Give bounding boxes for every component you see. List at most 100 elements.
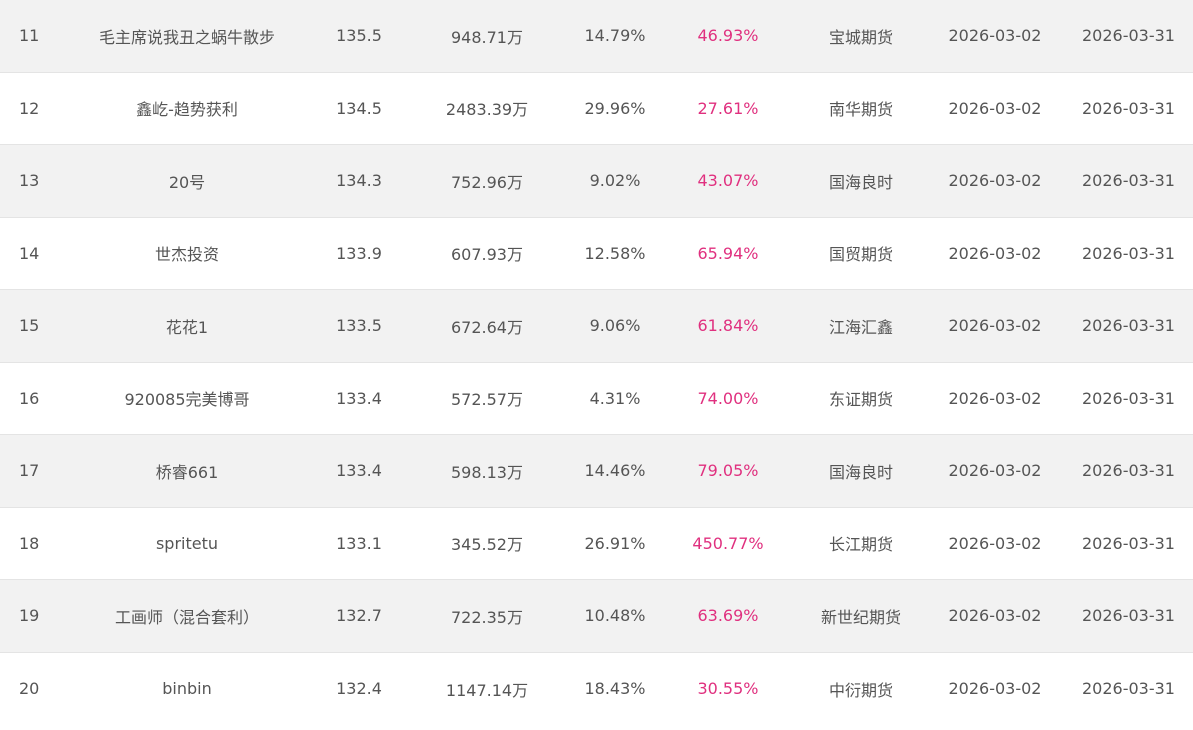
drawdown-cell: 10.48% [584,606,646,626]
score-cell: 132.7 [336,606,382,626]
start-date-cell: 2026-03-02 [948,98,1042,118]
end-date-cell: 2026-03-31 [1082,461,1175,481]
end-date-cell: 2026-03-31 [1082,171,1175,191]
return-cell: 46.93% [697,26,759,46]
rank-cell: 13 [19,171,40,191]
end-date-cell: 2026-03-31 [1082,606,1175,626]
rank-cell: 12 [19,98,40,118]
return-cell: 43.07% [697,171,759,191]
score-cell: 133.9 [336,243,382,263]
account-name-cell[interactable]: 毛主席说我丑之蜗牛散步 [98,27,275,47]
start-date-cell: 2026-03-02 [948,606,1042,626]
return-cell: 450.77% [692,533,764,553]
equity-cell: 752.96万 [451,172,523,192]
drawdown-cell: 4.31% [589,388,641,408]
broker-cell: 东证期货 [828,390,893,410]
start-date-cell: 2026-03-02 [948,316,1042,336]
drawdown-cell: 26.91% [584,533,646,553]
equity-cell: 607.93万 [451,245,523,265]
drawdown-cell: 14.46% [584,461,646,481]
start-date-cell: 2026-03-02 [948,533,1042,553]
score-cell: 133.4 [336,388,382,408]
table-row[interactable]: 18 spritetu 133.1 345.52万 26.91% 450.77%… [0,507,1193,580]
account-name-cell[interactable]: 桥睿661 [155,462,219,482]
table-row[interactable]: 14 世杰投资 133.9 607.93万 12.58% 65.94% 国贸期货… [0,217,1193,290]
rank-cell: 20 [19,679,40,699]
score-cell: 133.4 [336,461,382,481]
rank-cell: 14 [19,243,40,263]
end-date-cell: 2026-03-31 [1082,533,1175,553]
score-cell: 133.1 [336,533,382,553]
rank-cell: 17 [19,461,40,481]
return-cell: 30.55% [697,679,759,699]
table-row[interactable]: 15 花花1 133.5 672.64万 9.06% 61.84% 江海汇鑫 2… [0,290,1193,363]
table-row[interactable]: 16 920085完美博哥 133.4 572.57万 4.31% 74.00%… [0,362,1193,435]
end-date-cell: 2026-03-31 [1082,388,1175,408]
start-date-cell: 2026-03-02 [948,171,1042,191]
start-date-cell: 2026-03-02 [948,461,1042,481]
equity-cell: 598.13万 [451,462,523,482]
drawdown-cell: 9.02% [589,171,641,191]
return-cell: 74.00% [697,388,759,408]
start-date-cell: 2026-03-02 [948,388,1042,408]
start-date-cell: 2026-03-02 [948,243,1042,263]
score-cell: 134.3 [336,171,382,191]
drawdown-cell: 14.79% [584,26,646,46]
score-cell: 133.5 [336,316,382,336]
table-row[interactable]: 17 桥睿661 133.4 598.13万 14.46% 79.05% 国海良… [0,435,1193,508]
start-date-cell: 2026-03-02 [948,679,1042,699]
rank-cell: 11 [19,26,40,46]
equity-cell: 2483.39万 [445,100,529,120]
rank-cell: 18 [19,533,40,553]
equity-cell: 672.64万 [451,317,523,337]
broker-cell: 国贸期货 [828,245,893,265]
equity-cell: 722.35万 [451,607,523,627]
equity-cell: 948.71万 [451,27,523,47]
broker-cell: 中衍期货 [828,680,893,700]
account-name-cell[interactable]: 世杰投资 [154,245,219,265]
end-date-cell: 2026-03-31 [1082,316,1175,336]
drawdown-cell: 12.58% [584,243,646,263]
broker-cell: 国海良时 [828,462,893,482]
broker-cell: 国海良时 [828,172,893,192]
end-date-cell: 2026-03-31 [1082,679,1175,699]
account-name-cell[interactable]: 工画师（混合套利） [114,607,259,627]
account-name-cell[interactable]: 鑫屹-趋势获利 [136,100,238,120]
account-name-cell[interactable]: 920085完美博哥 [124,390,250,410]
end-date-cell: 2026-03-31 [1082,26,1175,46]
drawdown-cell: 9.06% [589,316,641,336]
table-row[interactable]: 11 毛主席说我丑之蜗牛散步 135.5 948.71万 14.79% 46.9… [0,0,1193,73]
table-row[interactable]: 12 鑫屹-趋势获利 134.5 2483.39万 29.96% 27.61% … [0,72,1193,145]
broker-cell: 宝城期货 [828,27,893,47]
equity-cell: 1147.14万 [445,680,529,700]
rank-cell: 16 [19,388,40,408]
account-name-cell[interactable]: spritetu [155,533,219,553]
score-cell: 134.5 [336,98,382,118]
drawdown-cell: 18.43% [584,679,646,699]
rank-cell: 15 [19,316,40,336]
broker-cell: 江海汇鑫 [828,317,893,337]
table-row[interactable]: 13 20号 134.3 752.96万 9.02% 43.07% 国海良时 2… [0,145,1193,218]
end-date-cell: 2026-03-31 [1082,98,1175,118]
broker-cell: 长江期货 [828,535,893,555]
table-row[interactable]: 19 工画师（混合套利） 132.7 722.35万 10.48% 63.69%… [0,580,1193,653]
account-name-cell[interactable]: binbin [162,679,212,699]
return-cell: 65.94% [697,243,759,263]
score-cell: 135.5 [336,26,382,46]
equity-cell: 572.57万 [451,390,523,410]
table-row[interactable]: 20 binbin 132.4 1147.14万 18.43% 30.55% 中… [0,652,1193,725]
rank-cell: 19 [19,606,40,626]
account-name-cell[interactable]: 20号 [168,172,206,192]
equity-cell: 345.52万 [451,535,523,555]
score-cell: 132.4 [336,679,382,699]
broker-cell: 新世纪期货 [820,607,901,627]
return-cell: 79.05% [697,461,759,481]
start-date-cell: 2026-03-02 [948,26,1042,46]
end-date-cell: 2026-03-31 [1082,243,1175,263]
return-cell: 63.69% [697,606,759,626]
account-name-cell[interactable]: 花花1 [165,317,209,337]
broker-cell: 南华期货 [828,100,893,120]
return-cell: 27.61% [697,98,759,118]
return-cell: 61.84% [697,316,759,336]
